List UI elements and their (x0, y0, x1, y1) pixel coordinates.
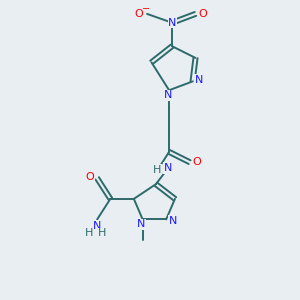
Text: N: N (93, 221, 101, 231)
Text: N: N (164, 90, 172, 100)
Text: −: − (142, 4, 151, 14)
Text: N: N (164, 163, 172, 173)
Text: N: N (137, 219, 146, 230)
Text: O: O (193, 157, 201, 167)
Text: H: H (153, 164, 161, 175)
Text: H: H (85, 228, 93, 238)
Text: N: N (195, 75, 203, 85)
Text: N: N (168, 18, 176, 28)
Text: N: N (168, 216, 177, 226)
Text: O: O (135, 9, 143, 19)
Text: H: H (98, 228, 106, 238)
Text: O: O (85, 172, 94, 182)
Text: O: O (199, 9, 207, 19)
